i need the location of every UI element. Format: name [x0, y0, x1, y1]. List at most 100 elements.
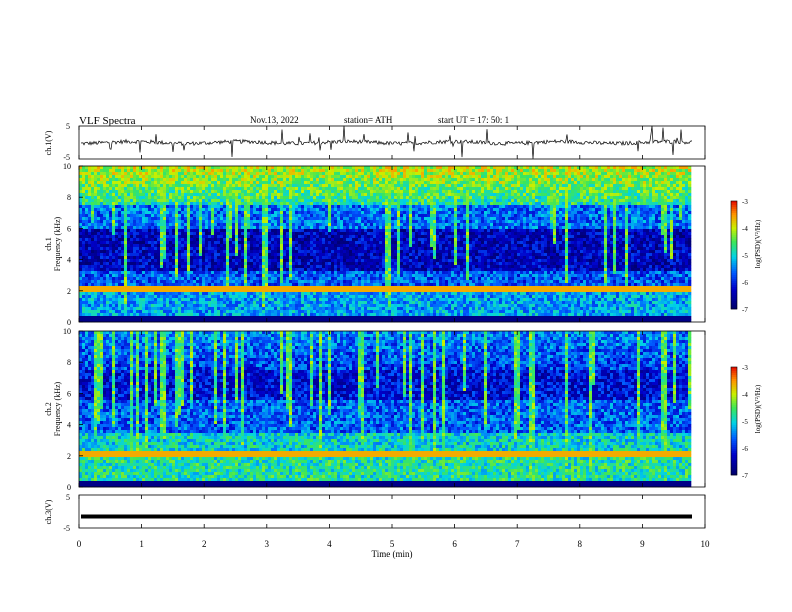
spectrogram-cell — [115, 232, 118, 235]
spectrogram-cell — [358, 232, 361, 235]
spectrogram-cell — [202, 220, 205, 223]
spectrogram-cell — [265, 253, 268, 256]
spectrogram-cell — [346, 166, 349, 169]
spectrogram-cell — [94, 220, 97, 223]
spectrogram-cell — [82, 205, 85, 208]
spectrogram-cell — [121, 205, 124, 208]
spectrogram-cell — [247, 193, 250, 196]
spectrogram-cell — [151, 172, 154, 175]
spectrogram-cell — [340, 232, 343, 235]
spectrogram-cell — [118, 247, 121, 250]
spectrogram-cell — [322, 250, 325, 253]
spectrogram-cell — [193, 247, 196, 250]
spectrogram-cell — [85, 232, 88, 235]
spectrogram-cell — [127, 268, 130, 271]
spectrogram-cell — [238, 283, 241, 286]
spectrogram-cell — [319, 169, 322, 172]
spectrogram-cell — [319, 241, 322, 244]
spectrogram-cell — [85, 190, 88, 193]
spectrogram-cell — [307, 292, 310, 295]
spectrogram-cell — [139, 283, 142, 286]
spectrogram-cell — [268, 166, 271, 169]
spectrogram-cell — [181, 295, 184, 298]
spectrogram-cell — [145, 172, 148, 175]
spectrogram-cell — [346, 316, 349, 319]
spectrogram-cell — [292, 298, 295, 301]
spectrogram-cell — [166, 313, 169, 316]
spectrogram-cell — [295, 241, 298, 244]
spectrogram-cell — [322, 244, 325, 247]
spectrogram-cell — [217, 232, 220, 235]
spectrogram-cell — [205, 292, 208, 295]
spectrogram-cell — [121, 187, 124, 190]
spectrogram-cell — [268, 265, 271, 268]
spectrogram-cell — [199, 262, 202, 265]
spectrogram-cell — [349, 256, 352, 259]
spectrogram-cell — [232, 268, 235, 271]
spectrogram-cell — [184, 205, 187, 208]
spectrogram-cell — [100, 250, 103, 253]
spectrogram-cell — [112, 220, 115, 223]
spectrogram-cell — [157, 190, 160, 193]
spectrogram-cell — [301, 307, 304, 310]
spectrogram-cell — [340, 265, 343, 268]
spectrogram-cell — [256, 277, 259, 280]
spectrogram-cell — [106, 232, 109, 235]
spectrogram-cell — [328, 214, 331, 217]
spectrogram-cell — [238, 304, 241, 307]
spectrogram-cell — [94, 247, 97, 250]
spectrogram-cell — [142, 244, 145, 247]
spectrogram-cell — [310, 187, 313, 190]
spectrogram-cell — [223, 238, 226, 241]
spectrogram-cell — [337, 205, 340, 208]
spectrogram-cell — [229, 208, 232, 211]
spectrogram-cell — [190, 292, 193, 295]
spectrogram-cell — [127, 244, 130, 247]
spectrogram-cell — [358, 247, 361, 250]
spectrogram-cell — [148, 175, 151, 178]
spectrogram-cell — [298, 214, 301, 217]
spectrogram-cell — [133, 232, 136, 235]
spectrogram-cell — [166, 193, 169, 196]
spectrogram-cell — [178, 277, 181, 280]
spectrogram-cell — [265, 172, 268, 175]
spectrogram-cell — [253, 274, 256, 277]
spectrogram-cell — [244, 280, 247, 283]
spectrogram-cell — [289, 277, 292, 280]
spectrogram-cell — [91, 244, 94, 247]
spectrogram-cell — [274, 271, 277, 274]
spectrogram-cell — [250, 316, 253, 319]
spectrogram-cell — [130, 229, 133, 232]
spectrogram-cell — [343, 211, 346, 214]
spectrogram-cell — [355, 274, 358, 277]
spectrogram-cell — [277, 280, 280, 283]
spectrogram-cell — [91, 232, 94, 235]
spectrogram-cell — [256, 298, 259, 301]
spectrogram-cell — [337, 172, 340, 175]
spectrogram-cell — [217, 292, 220, 295]
spectrogram-cell — [265, 292, 268, 295]
spectrogram-cell — [331, 271, 334, 274]
spectrogram-cell — [226, 175, 229, 178]
spectrogram-cell — [325, 211, 328, 214]
spectrogram-cell — [262, 196, 265, 199]
spectrogram-cell — [196, 220, 199, 223]
spectrogram-cell — [223, 253, 226, 256]
spectrogram-cell — [307, 178, 310, 181]
spectrogram-cell — [238, 256, 241, 259]
spectrogram-cell — [256, 229, 259, 232]
spectrogram-cell — [160, 262, 163, 265]
spectrogram-cell — [184, 202, 187, 205]
spectrogram-cell — [187, 298, 190, 301]
spectrogram-cell — [298, 262, 301, 265]
spectrogram-cell — [352, 298, 355, 301]
spectrogram-cell — [193, 220, 196, 223]
spectrogram-cell — [157, 310, 160, 313]
spectrogram-cell — [175, 250, 178, 253]
spectrogram-cell — [280, 232, 283, 235]
spectrogram-cell — [148, 283, 151, 286]
spectrogram-cell — [130, 262, 133, 265]
spectrogram-cell — [148, 307, 151, 310]
spectrogram-cell — [130, 277, 133, 280]
spectrogram-cell — [340, 181, 343, 184]
